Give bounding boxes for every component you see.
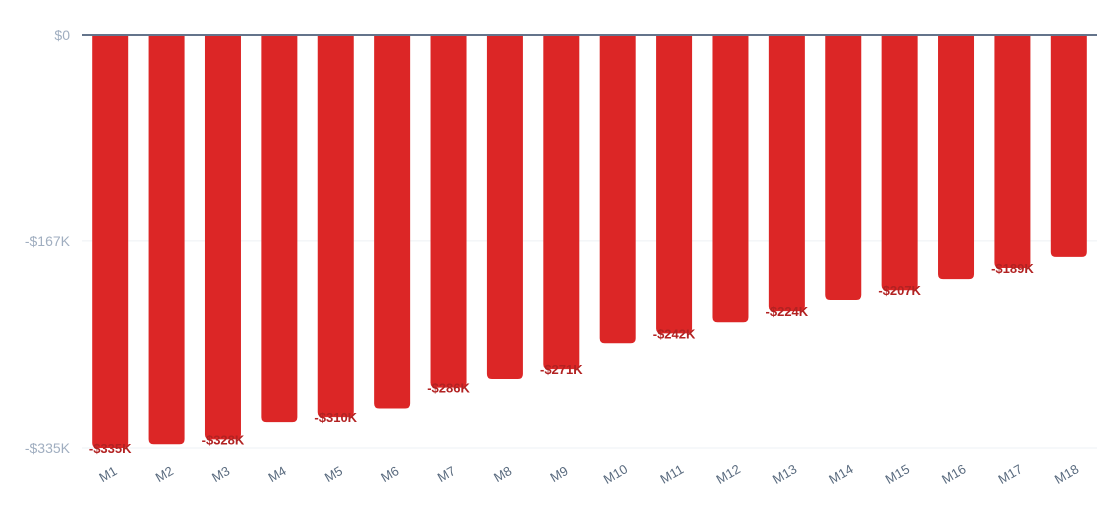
bar-m6 (374, 35, 411, 409)
bar-m4 (261, 35, 298, 423)
bar-m7 (430, 35, 467, 388)
x-tick-label: M5 (322, 463, 345, 485)
bar-m16 (938, 35, 975, 280)
x-tick-label: M15 (883, 461, 912, 487)
x-tick-label: M10 (601, 461, 630, 487)
data-label: -$224K (766, 304, 809, 319)
x-tick-label: M6 (378, 463, 401, 485)
bar-m9 (543, 35, 580, 370)
data-label: -$242K (653, 326, 696, 341)
x-tick-label: M18 (1052, 461, 1081, 487)
bar-m3 (204, 35, 241, 440)
bar-m1 (92, 35, 129, 448)
bars (92, 35, 1087, 448)
axes: $0 -$167K -$335K M1 M2 M3 M4 M5 M6 M7 M8 M9 M10 M11 M1… (25, 27, 1097, 487)
x-tick-label: M12 (714, 461, 743, 487)
data-label: -$328K (202, 432, 245, 447)
bar-m8 (486, 35, 523, 379)
bar-m18 (1050, 35, 1087, 257)
x-tick-label: M17 (995, 461, 1024, 487)
x-tick-label: M13 (770, 461, 799, 487)
x-tick-label: M8 (491, 463, 514, 485)
bar-m5 (317, 35, 354, 418)
y-tick-label: -$335K (25, 440, 71, 456)
x-tick-label: M3 (209, 463, 232, 485)
x-tick-label: M14 (826, 461, 855, 487)
bar-m13 (768, 35, 805, 312)
x-tick-label: M7 (435, 463, 458, 485)
x-tick-label: M9 (547, 463, 570, 485)
data-label: -$271K (540, 362, 583, 377)
data-label: -$207K (878, 283, 921, 298)
x-tick-label: M4 (266, 463, 289, 485)
x-tick-label: M2 (153, 463, 176, 485)
data-label: -$189K (991, 261, 1034, 276)
bar-m10 (599, 35, 636, 344)
x-tick-label: M16 (939, 461, 968, 487)
bar-m2 (148, 35, 185, 445)
x-tick-label: M1 (96, 463, 119, 485)
y-tick-label: -$167K (25, 233, 71, 249)
data-label: -$286K (427, 381, 470, 396)
gridlines (82, 240, 1097, 449)
bar-m15 (881, 35, 918, 291)
bar-m17 (994, 35, 1031, 269)
data-label: -$335K (89, 441, 132, 456)
x-tick-label: M11 (658, 462, 687, 487)
data-label: -$310K (314, 410, 357, 425)
bar-m14 (825, 35, 862, 301)
bar-m11 (656, 35, 693, 334)
y-tick-label: $0 (54, 27, 70, 43)
data-labels: -$335K -$328K -$310K -$286K -$271K -$242K -$22… (89, 261, 1034, 456)
bar-m12 (712, 35, 749, 323)
